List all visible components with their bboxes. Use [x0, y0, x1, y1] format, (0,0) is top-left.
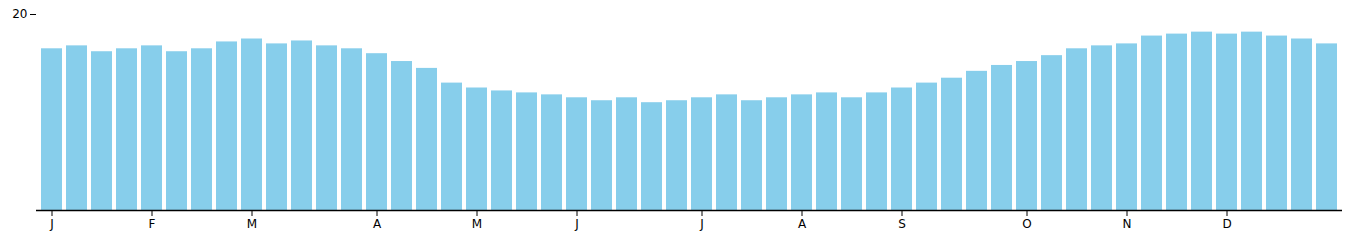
svg-text:J: J [699, 217, 704, 231]
svg-text:A: A [798, 217, 807, 231]
svg-text:J: J [49, 217, 54, 231]
svg-text:M: M [472, 217, 482, 231]
svg-text:A: A [373, 217, 382, 231]
svg-text:S: S [898, 217, 906, 231]
svg-text:J: J [574, 217, 579, 231]
svg-text:D: D [1222, 217, 1231, 231]
svg-text:F: F [149, 217, 156, 231]
svg-text:M: M [247, 217, 257, 231]
svg-text:O: O [1022, 217, 1031, 231]
svg-text:20: 20 [12, 7, 27, 21]
svg-text:N: N [1123, 217, 1132, 231]
